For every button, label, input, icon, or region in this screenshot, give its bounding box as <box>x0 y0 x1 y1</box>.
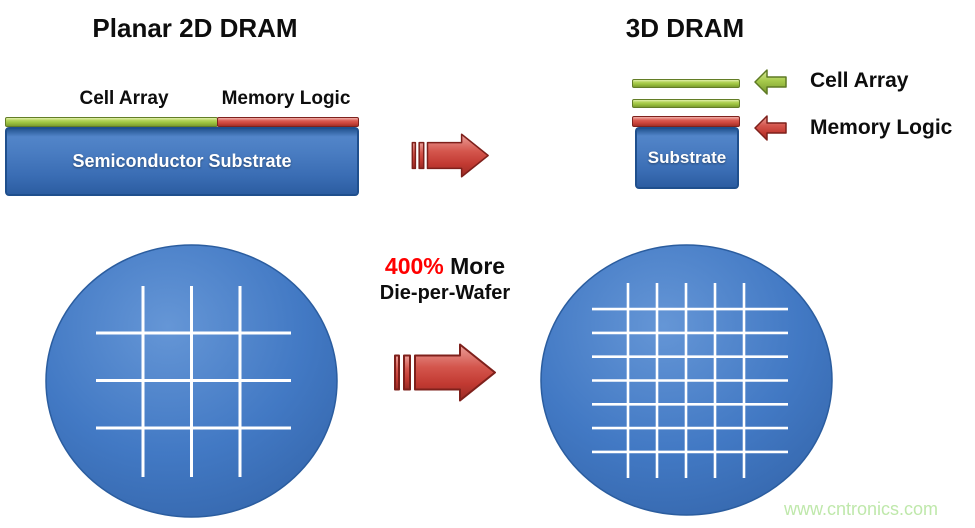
cell-array-label-left: Cell Array <box>79 88 169 109</box>
substrate-box-3d: Substrate <box>635 127 739 189</box>
wafer-3d-grid <box>592 283 788 478</box>
wafer-3d <box>540 244 833 516</box>
wafer-transform-arrow-icon <box>394 343 496 402</box>
die-per-wafer-headline: 400% More Die-per-Wafer <box>340 253 550 305</box>
headline-subline: Die-per-Wafer <box>379 282 511 304</box>
stacked-cell-array-layer-1 <box>632 79 740 88</box>
3d-dram-title: 3D DRAM <box>625 13 745 43</box>
planar-layer-bar <box>5 117 359 127</box>
wafer-2d <box>45 244 338 518</box>
headline-more: More <box>450 253 506 279</box>
memory-logic-label-right: Memory Logic <box>810 116 953 139</box>
substrate-box-2d: Semiconductor Substrate <box>5 127 359 196</box>
cell-array-label-right: Cell Array <box>810 69 909 92</box>
wafer-2d-grid <box>96 286 291 477</box>
planar-2d-dram-title: Planar 2D DRAM <box>92 13 298 43</box>
cell-array-arrow-icon <box>754 69 787 95</box>
stacked-cell-array-layer-2 <box>632 99 740 108</box>
memory-logic-arrow-icon <box>754 115 787 141</box>
cell-array-layer <box>5 117 218 127</box>
memory-logic-layer-3d <box>632 116 740 127</box>
transform-arrow-icon <box>411 133 489 178</box>
memory-logic-layer <box>217 117 359 127</box>
percent-highlight: 400% <box>384 253 444 279</box>
substrate-label-2d: Semiconductor Substrate <box>72 151 292 171</box>
memory-logic-label-left: Memory Logic <box>221 88 351 109</box>
substrate-label-3d: Substrate <box>647 148 727 167</box>
watermark: www.cntronics.com <box>784 499 939 519</box>
